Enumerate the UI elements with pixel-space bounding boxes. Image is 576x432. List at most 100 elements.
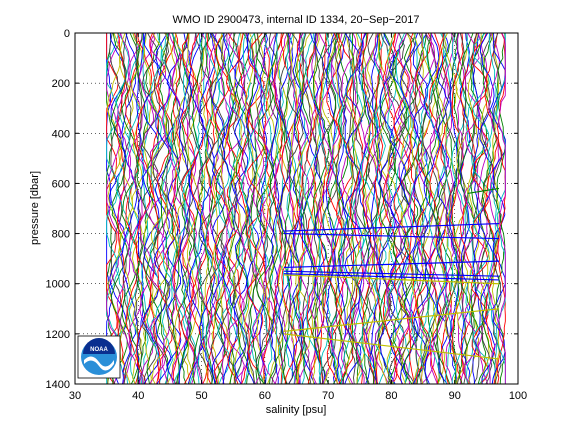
x-tick-label: 50 (195, 390, 207, 402)
highlight-segment (283, 270, 500, 277)
y-tick-label: 1000 (46, 279, 70, 291)
profile-line (249, 32, 258, 385)
profile-line (121, 32, 140, 385)
profile-line (211, 32, 220, 385)
highlight-segment (283, 274, 500, 285)
profile-line (141, 32, 159, 385)
profile-line (428, 32, 445, 385)
profile-line (387, 32, 406, 385)
logo-upper-half (83, 338, 115, 354)
profile-line (106, 32, 122, 385)
profile-line (110, 32, 129, 385)
profile-line (429, 32, 448, 385)
profile-line (349, 32, 364, 385)
profile-line (321, 32, 337, 385)
y-tick-label: 800 (52, 229, 70, 241)
profile-line (145, 32, 161, 385)
profile-line (313, 32, 327, 385)
profile-line (487, 32, 498, 385)
profile-line (312, 32, 321, 385)
noaa-logo: NOAA (77, 335, 121, 379)
x-axis-ticks: 30 40 50 60 70 80 90 100 (69, 33, 527, 402)
profile-line (416, 32, 428, 385)
profile-line (227, 32, 246, 385)
highlight-segment (283, 260, 500, 269)
profile-line (283, 32, 292, 385)
profile-line (259, 32, 269, 385)
x-tick-label: 80 (385, 390, 397, 402)
profile-line (317, 32, 335, 385)
profile-line (164, 32, 178, 385)
profile-line (459, 32, 477, 385)
x-tick-label: 70 (322, 390, 334, 402)
profile-line (268, 32, 285, 385)
profile-series (106, 32, 506, 385)
profile-line (496, 32, 506, 385)
profile-line (459, 32, 468, 385)
profile-line (443, 32, 462, 385)
profile-line (305, 32, 317, 385)
highlight-segment (283, 308, 500, 332)
profile-line (131, 32, 143, 385)
profile-line (274, 32, 284, 385)
y-axis-ticks: 0 200 400 600 800 1000 1200 1400 (46, 28, 518, 391)
profile-line (459, 32, 471, 385)
profile-line (106, 33, 119, 385)
x-tick-label: 100 (509, 390, 527, 402)
profile-line (273, 32, 289, 385)
profile-line (220, 32, 230, 385)
profile-line (488, 32, 500, 385)
highlight-segment (283, 273, 500, 281)
profile-line (280, 32, 298, 385)
profile-line (213, 32, 231, 385)
profile-line (361, 32, 374, 385)
profile-line (419, 32, 432, 385)
y-tick-label: 0 (64, 28, 70, 40)
profile-line (289, 32, 299, 385)
profile-line (435, 32, 454, 385)
profile-line (186, 32, 201, 385)
profile-line (190, 32, 209, 385)
profile-line (370, 32, 381, 385)
profile-line (142, 32, 161, 385)
profile-line (178, 32, 192, 385)
profile-line (118, 32, 134, 385)
y-tick-label: 600 (52, 178, 70, 190)
profile-line (127, 32, 144, 385)
profile-line (353, 32, 366, 385)
profile-line (124, 32, 140, 385)
profile-line (364, 32, 378, 385)
profile-line (472, 32, 491, 385)
y-tick-label: 1200 (46, 329, 70, 341)
profile-line (106, 32, 122, 385)
profile-line (181, 32, 193, 385)
profile-line (297, 32, 310, 385)
profile-line (116, 32, 126, 385)
profile-line (301, 32, 313, 385)
profile-line (228, 32, 242, 385)
profile-line (304, 32, 322, 385)
logo-bird-shape (84, 356, 114, 371)
profile-line (451, 32, 467, 385)
profile-line (434, 32, 445, 385)
profile-line (272, 32, 283, 385)
profile-line (382, 32, 398, 385)
profile-line (214, 32, 226, 385)
profile-line (467, 32, 480, 385)
profile-line (407, 32, 424, 385)
profile-line (400, 32, 412, 385)
profile-line (217, 32, 231, 385)
profile-line (222, 32, 238, 385)
y-tick-label: 200 (52, 78, 70, 90)
profile-line (187, 32, 205, 385)
x-tick-label: 60 (259, 390, 271, 402)
profile-line (299, 32, 318, 385)
profile-line (374, 32, 387, 385)
profile-line (414, 32, 433, 385)
profile-line (244, 32, 255, 385)
profile-line (207, 32, 220, 385)
profile-line (386, 32, 397, 385)
profile-line (174, 32, 191, 385)
highlight-segment (467, 187, 500, 195)
